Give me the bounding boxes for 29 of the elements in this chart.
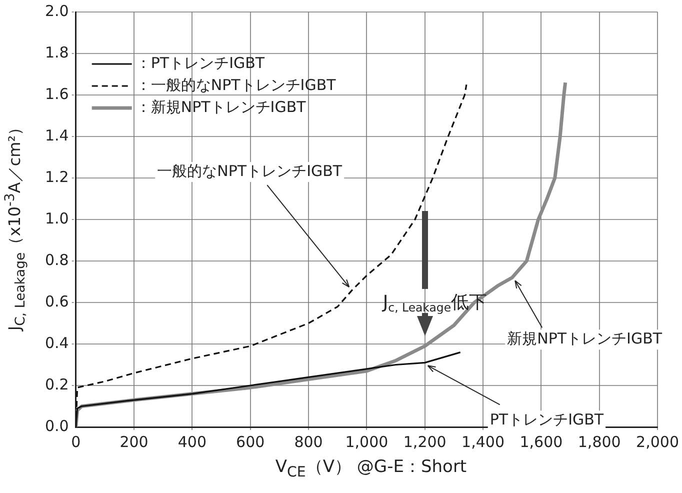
x-tick-label: 0 bbox=[71, 432, 81, 451]
y-tick-label: 1.4 bbox=[44, 126, 69, 144]
y-tick-label: 1.8 bbox=[44, 43, 69, 62]
x-tick-label: 1,800 bbox=[578, 432, 621, 451]
y-tick-label: 0.0 bbox=[44, 416, 69, 435]
y-tick-label: 0.4 bbox=[44, 334, 69, 352]
annotation: PTトレンチIGBT bbox=[490, 410, 604, 429]
x-tick-label: 1,200 bbox=[403, 432, 446, 451]
legend-label: ：PTトレンチIGBT bbox=[136, 54, 266, 72]
y-tick-label: 2.0 bbox=[44, 2, 69, 20]
y-tick-label: 0.2 bbox=[44, 375, 69, 394]
x-tick-label: 1,400 bbox=[462, 432, 505, 451]
x-tick-label: 800 bbox=[294, 432, 323, 451]
x-axis-title: V$_{CE}$（V） @G-E：Short bbox=[274, 456, 468, 480]
annotation: 新規NPTトレンチIGBT bbox=[507, 329, 663, 348]
x-tick-label: 1,000 bbox=[345, 432, 388, 451]
annotation: 一般的なNPTトレンチIGBT bbox=[157, 162, 343, 180]
legend-label: ：一般的なNPTトレンチIGBT bbox=[136, 76, 337, 94]
x-tick-label: 200 bbox=[120, 432, 148, 451]
y-tick-label: 1.0 bbox=[44, 209, 69, 228]
y-tick-label: 1.6 bbox=[44, 84, 69, 103]
x-tick-label: 600 bbox=[236, 432, 265, 451]
x-tick-label: 1,600 bbox=[520, 432, 563, 451]
legend-label: ：新規NPTトレンチIGBT bbox=[136, 98, 307, 116]
y-tick-label: 0.6 bbox=[44, 292, 69, 310]
y-tick-label: 0.8 bbox=[44, 250, 69, 269]
x-tick-label: 2,000 bbox=[636, 432, 680, 451]
x-tick-label: 400 bbox=[178, 432, 207, 451]
y-tick-label: 1.2 bbox=[44, 168, 69, 186]
